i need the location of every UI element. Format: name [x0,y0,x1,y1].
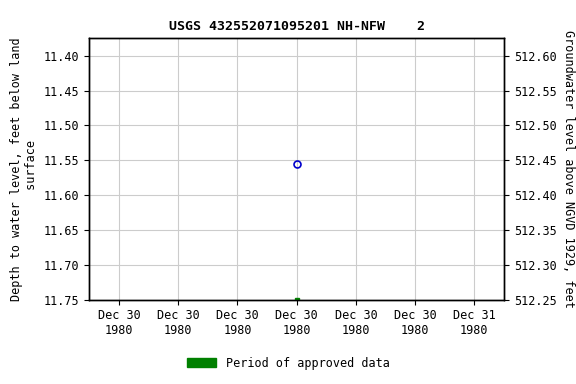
Title: USGS 432552071095201 NH-NFW    2: USGS 432552071095201 NH-NFW 2 [169,20,425,33]
Y-axis label: Groundwater level above NGVD 1929, feet: Groundwater level above NGVD 1929, feet [562,30,575,308]
Y-axis label: Depth to water level, feet below land
 surface: Depth to water level, feet below land su… [10,37,39,301]
Legend: Period of approved data: Period of approved data [182,352,394,374]
